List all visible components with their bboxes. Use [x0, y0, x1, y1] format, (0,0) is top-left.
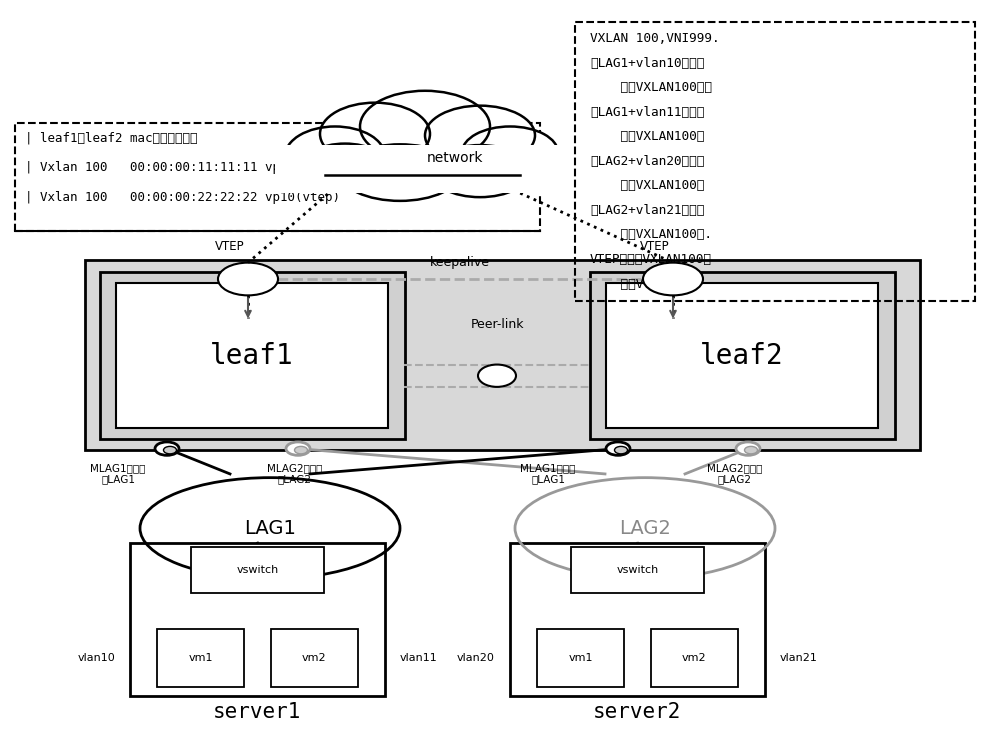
Bar — [130, 543, 385, 696]
Text: MLAG2成员接
口LAG2: MLAG2成员接 口LAG2 — [707, 463, 763, 484]
Ellipse shape — [286, 442, 310, 455]
Ellipse shape — [285, 126, 385, 186]
Text: VTEP: VTEP — [215, 240, 245, 253]
Text: （LAG1+vlan11）方式: （LAG1+vlan11）方式 — [590, 106, 704, 118]
Text: VTEP: VTEP — [640, 240, 670, 253]
Text: MLAG1成员接
口LAG1: MLAG1成员接 口LAG1 — [90, 463, 146, 484]
Bar — [85, 260, 920, 450]
Text: vm2: vm2 — [682, 652, 707, 663]
Ellipse shape — [606, 442, 630, 455]
Text: leaf1: leaf1 — [210, 341, 294, 370]
Bar — [590, 272, 895, 439]
Text: LAG2: LAG2 — [619, 519, 671, 538]
Bar — [271, 629, 358, 687]
Ellipse shape — [164, 446, 176, 454]
Bar — [116, 283, 388, 428]
Text: | leaf1与leaf2 mac转发表如下：: | leaf1与leaf2 mac转发表如下： — [25, 132, 198, 144]
Text: server1: server1 — [213, 702, 301, 722]
Text: leaf2: leaf2 — [700, 341, 784, 370]
Bar — [510, 543, 765, 696]
Text: | Vxlan 100   00:00:00:22:22:22 vp10(vtep): | Vxlan 100 00:00:00:22:22:22 vp10(vtep) — [25, 191, 340, 204]
Ellipse shape — [294, 446, 308, 454]
Text: network: network — [427, 151, 483, 164]
Ellipse shape — [478, 365, 516, 387]
Text: VXLAN 100,VNI999.: VXLAN 100,VNI999. — [590, 32, 720, 45]
Ellipse shape — [736, 442, 760, 455]
Ellipse shape — [744, 446, 758, 454]
Bar — [191, 547, 324, 592]
Ellipse shape — [218, 263, 278, 295]
Text: 远端VTEP閃道连接: 远端VTEP閃道连接 — [590, 278, 697, 290]
Ellipse shape — [425, 106, 535, 165]
Bar — [157, 629, 244, 687]
Text: 接入VXLAN100中: 接入VXLAN100中 — [590, 179, 704, 192]
Bar — [100, 272, 405, 439]
Text: keepalive: keepalive — [430, 257, 490, 269]
Text: MLAG2成员接
口LAG2: MLAG2成员接 口LAG2 — [267, 463, 323, 484]
Ellipse shape — [320, 103, 430, 165]
Text: vm2: vm2 — [302, 652, 327, 663]
Ellipse shape — [614, 446, 628, 454]
Bar — [575, 22, 975, 301]
Text: vlan11: vlan11 — [400, 652, 438, 663]
Text: vlan21: vlan21 — [780, 652, 818, 663]
Text: vswitch: vswitch — [616, 565, 659, 574]
Ellipse shape — [643, 263, 703, 295]
Ellipse shape — [430, 145, 530, 197]
Text: server2: server2 — [593, 702, 681, 722]
Text: vm1: vm1 — [188, 652, 213, 663]
Text: 接入VXLAN100中.: 接入VXLAN100中. — [590, 228, 712, 241]
Text: MLAG1成员接
口LAG1: MLAG1成员接 口LAG1 — [520, 463, 576, 484]
Ellipse shape — [462, 126, 558, 179]
Text: （LAG2+vlan21）方式: （LAG2+vlan21）方式 — [590, 204, 704, 217]
Ellipse shape — [301, 144, 389, 191]
Text: Peer-link: Peer-link — [470, 318, 524, 331]
Text: （LAG2+vlan20）方式: （LAG2+vlan20）方式 — [590, 155, 704, 167]
Text: LAG1: LAG1 — [244, 519, 296, 538]
Ellipse shape — [360, 91, 490, 162]
Text: vlan20: vlan20 — [457, 652, 495, 663]
Text: vlan10: vlan10 — [77, 652, 115, 663]
Bar — [651, 629, 738, 687]
Text: （LAG1+vlan10）方式: （LAG1+vlan10）方式 — [590, 57, 704, 69]
Ellipse shape — [155, 442, 179, 455]
Text: | Vxlan 100   00:00:00:11:11:11 vp1: | Vxlan 100 00:00:00:11:11:11 vp1 — [25, 161, 288, 174]
Ellipse shape — [340, 144, 460, 201]
Text: VTEP加入至VXLAN100与: VTEP加入至VXLAN100与 — [590, 253, 712, 266]
Bar — [571, 547, 704, 592]
Bar — [606, 283, 878, 428]
Bar — [537, 629, 624, 687]
Bar — [15, 123, 540, 231]
Text: vswitch: vswitch — [236, 565, 279, 574]
Text: vm1: vm1 — [568, 652, 593, 663]
Text: 接入VXLAN100中: 接入VXLAN100中 — [590, 130, 704, 143]
Text: 接入VXLAN100中，: 接入VXLAN100中， — [590, 81, 712, 94]
Bar — [275, 145, 565, 193]
